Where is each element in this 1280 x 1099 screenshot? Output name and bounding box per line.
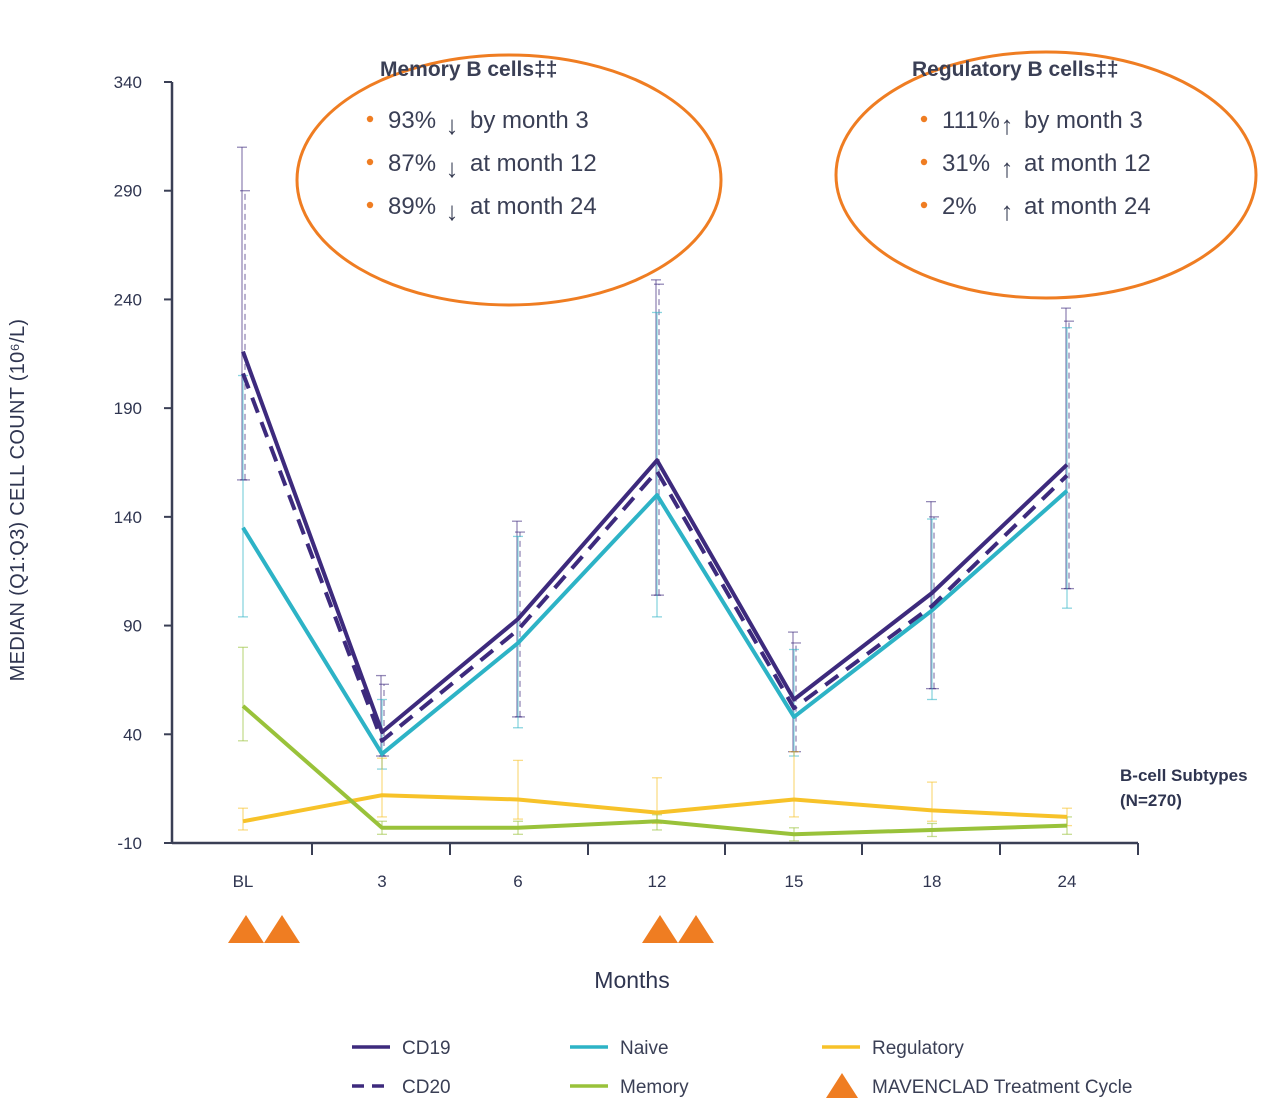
- legend-label-cd20: CD20: [402, 1077, 451, 1098]
- x-axis-label: Months: [594, 967, 669, 993]
- y-tick-label: 40: [123, 725, 142, 744]
- x-tick-label: 18: [923, 872, 942, 891]
- legend-label-regulatory: Regulatory: [872, 1038, 964, 1059]
- callout-bullet: [366, 201, 374, 209]
- x-tick-label: 12: [648, 872, 667, 891]
- callout-ellipse: [834, 50, 1258, 300]
- y-tick-label: 240: [114, 290, 142, 309]
- legend-label-memory: Memory: [620, 1077, 689, 1098]
- treatment-cycle-marker: [678, 915, 714, 943]
- y-tick-label: 90: [123, 617, 142, 636]
- callouts: Memory B cells‡‡ 93% ↓ by month 3 87% ↓ at mon…: [295, 50, 1258, 307]
- callout-label: at month 12: [1024, 150, 1151, 177]
- series-line-cd19: [241, 350, 1069, 735]
- series-line-regulatory: [242, 793, 1068, 824]
- callout-bullet: [920, 115, 928, 123]
- legend-label-mavenclad-treatment-cycle: MAVENCLAD Treatment Cycle: [872, 1077, 1132, 1098]
- callout-bullet: [366, 158, 374, 166]
- y-tick-label: 290: [114, 182, 142, 201]
- series-line-naive: [241, 489, 1069, 756]
- callout-percent: 2%: [942, 193, 977, 220]
- x-tick-label: BL: [233, 872, 254, 891]
- arrow-down-icon: ↓: [446, 153, 459, 183]
- callout-label: at month 24: [1024, 193, 1151, 220]
- series-line-cd20: [241, 372, 1069, 743]
- series-lines: [241, 350, 1069, 837]
- arrow-down-icon: ↓: [446, 196, 459, 226]
- y-tick-label: 340: [114, 73, 142, 92]
- arrow-up-icon: ↑: [1001, 110, 1014, 140]
- treatment-cycle-marker: [264, 915, 300, 943]
- legend-label-naive: Naive: [620, 1038, 669, 1059]
- subtype-note-line1: B-cell Subtypes: [1120, 766, 1248, 785]
- arrow-down-icon: ↓: [446, 110, 459, 140]
- treatment-cycle-marker: [228, 915, 264, 943]
- treatment-cycle-marker: [642, 915, 678, 943]
- callout-ellipse: [295, 53, 723, 307]
- series-line-memory: [241, 704, 1068, 837]
- x-tick-label: 15: [785, 872, 804, 891]
- y-axis-label: MEDIAN (Q1:Q3) CELL COUNT (10⁶/L): [7, 319, 29, 682]
- y-tick-label: 140: [114, 508, 142, 527]
- callout-bullet: [920, 201, 928, 209]
- legend-swatch-triangle-icon: [826, 1073, 858, 1098]
- callout-bullet: [366, 115, 374, 123]
- callout-label: by month 3: [470, 107, 589, 134]
- callout-bullet: [920, 158, 928, 166]
- arrow-up-icon: ↑: [1001, 196, 1014, 226]
- callout-title: Regulatory B cells‡‡: [912, 58, 1119, 81]
- error-bars: [237, 146, 1074, 842]
- x-tick-label: 6: [513, 872, 522, 891]
- x-tick-label: 3: [377, 872, 386, 891]
- callout-title: Memory B cells‡‡: [380, 58, 557, 81]
- callout-percent: 31%: [942, 150, 990, 177]
- y-tick-label: 190: [114, 399, 142, 418]
- x-tick-label: 24: [1058, 872, 1077, 891]
- treatment-markers: [228, 915, 714, 943]
- callout-percent: 87%: [388, 150, 436, 177]
- callout-percent: 89%: [388, 193, 436, 220]
- callout-label: at month 24: [470, 193, 597, 220]
- callout-label: at month 12: [470, 150, 597, 177]
- callout-percent: 111%: [942, 107, 1000, 134]
- y-tick-label: -10: [117, 834, 142, 853]
- legend-label-cd19: CD19: [402, 1038, 451, 1059]
- axes: 340 290 240 190 140 90 40 -10 BL 3 6 12 15 18 24: [114, 73, 1139, 891]
- arrow-up-icon: ↑: [1001, 153, 1014, 183]
- callout-percent: 93%: [388, 107, 436, 134]
- legend: CD19 Naive Regulatory CD20 Memory MAVENCLAD T…: [352, 1038, 1132, 1098]
- callout-label: by month 3: [1024, 107, 1143, 134]
- subtype-note-line2: (N=270): [1120, 791, 1182, 810]
